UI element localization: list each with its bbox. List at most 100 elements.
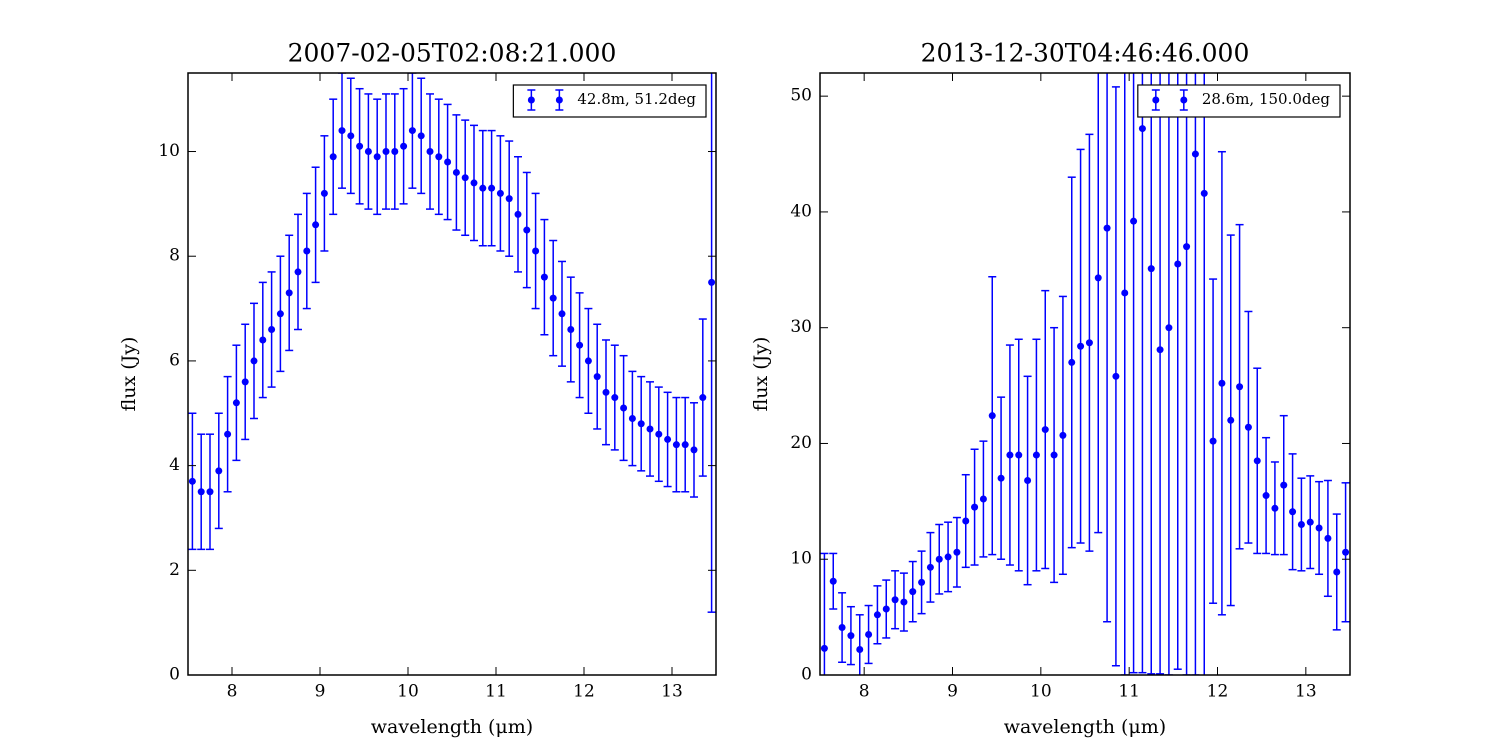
point [1280,481,1288,489]
point [1068,358,1076,366]
point [188,477,196,485]
point [1041,426,1049,434]
point [962,517,970,525]
point [637,420,645,428]
point [408,127,416,135]
legend-marker [527,96,535,104]
axes: 8 9 10 11 12 13 0 10 20 30 40 50 2013-12-30T04:46:46… [750,39,1351,738]
point [602,388,610,396]
point [1077,342,1085,350]
chart-title: 2007-02-05T02:08:21.000 [288,39,617,68]
point [576,341,584,349]
point [294,268,302,276]
axes: 8 9 10 11 12 13 0 2 4 6 8 10 2007-02-05T02:08:21.000… [118,39,717,738]
axes-frame [187,72,717,676]
point [829,577,837,585]
point [1183,243,1191,251]
y-tick-label: 6 [169,350,180,370]
y-tick-label: 30 [790,317,812,337]
point [356,142,364,150]
x-tick-label: 12 [573,682,595,702]
point [373,153,381,161]
point [496,189,504,197]
point [655,430,663,438]
point [1130,217,1138,225]
point [971,503,979,511]
point [699,394,707,402]
legend: 42.8m, 51.2deg [512,84,707,118]
point [1112,372,1120,380]
y-tick-label: 10 [790,549,812,569]
point [259,336,267,344]
point [435,153,443,161]
point [873,611,881,619]
point [1244,423,1252,431]
point [611,394,619,402]
x-tick-label: 11 [485,682,507,702]
point [1174,260,1182,268]
legend-box [1137,84,1341,118]
y-tick-label: 0 [801,665,812,685]
point [1094,274,1102,282]
x-tick-label: 11 [1118,682,1140,702]
point [1156,346,1164,354]
y-tick-label: 10 [158,141,180,161]
point [1165,324,1173,332]
point [1103,224,1111,232]
point [1315,524,1323,532]
x-tick-label: 8 [859,682,870,702]
point [250,357,258,365]
point [1236,383,1244,391]
y-axis-label: flux (Jy) [118,337,140,412]
point [593,373,601,381]
point [338,127,346,135]
point [1024,477,1032,485]
point [417,132,425,140]
y-tick-label: 4 [169,455,180,475]
point [690,446,698,454]
x-tick-label: 12 [1207,682,1229,702]
point [1147,265,1155,273]
x-tick-label: 8 [227,682,238,702]
point [1006,451,1014,459]
point [1050,451,1058,459]
point [1333,568,1341,576]
point [953,548,961,556]
x-tick-label: 9 [947,682,958,702]
point [1059,431,1067,439]
point [470,179,478,187]
point [856,646,864,654]
x-tick-label: 10 [1030,682,1052,702]
x-axis-label: wavelength (μm) [371,716,533,738]
point [479,184,487,192]
point [681,441,689,449]
point [215,467,223,475]
point [549,294,557,302]
x-tick-label: 10 [397,682,419,702]
x-axis-label: wavelength (μm) [1004,716,1166,738]
point [224,430,232,438]
point [444,158,452,166]
point [646,425,654,433]
point [1262,492,1270,500]
x-tick-label: 13 [661,682,683,702]
x-tick-label: 13 [1295,682,1317,702]
chart-title: 2013-12-30T04:46:46.000 [921,39,1250,68]
point [1289,508,1297,516]
point [628,414,636,422]
point [532,247,540,255]
point [988,412,996,420]
point [540,273,548,281]
legend: 28.6m, 150.0deg [1137,84,1341,118]
point [1253,457,1261,465]
point [391,148,399,156]
y-tick-label: 0 [169,665,180,685]
point [997,474,1005,482]
point [206,488,214,496]
point [514,210,522,218]
y-tick-label: 8 [169,246,180,266]
point [900,598,908,606]
legend-marker [555,96,563,104]
point [567,326,575,334]
